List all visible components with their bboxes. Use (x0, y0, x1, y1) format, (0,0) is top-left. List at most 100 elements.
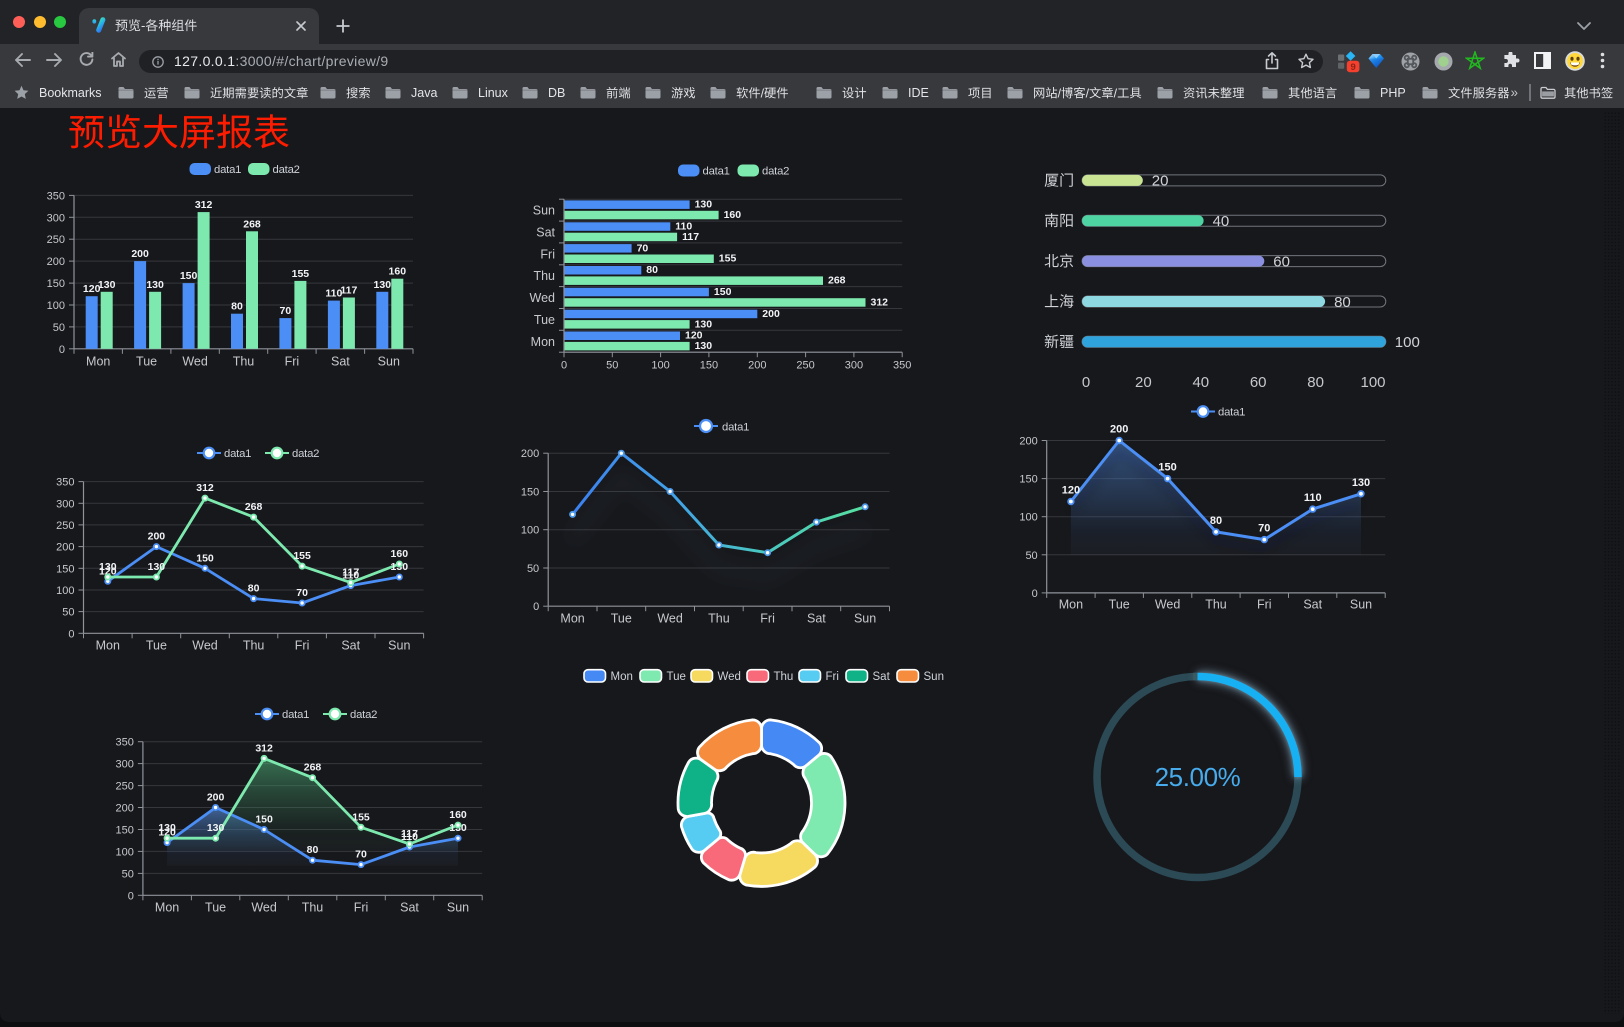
svg-text:20: 20 (1152, 173, 1169, 190)
svg-text:80: 80 (1210, 515, 1222, 527)
svg-text:data1: data1 (703, 166, 730, 178)
svg-text:Thu: Thu (243, 639, 265, 653)
svg-text:Wed: Wed (251, 901, 277, 915)
svg-text:130: 130 (158, 822, 176, 834)
svg-text:130: 130 (99, 561, 117, 573)
svg-text:Sat: Sat (331, 355, 350, 369)
svg-text:70: 70 (355, 849, 367, 861)
svg-text:117: 117 (682, 231, 699, 243)
svg-text:Tue: Tue (611, 612, 632, 626)
svg-text:Tue: Tue (1109, 598, 1130, 612)
svg-text:120: 120 (685, 330, 703, 342)
svg-text:268: 268 (828, 275, 846, 287)
svg-text:200: 200 (1110, 424, 1128, 436)
svg-text:130: 130 (148, 561, 166, 573)
svg-text:80: 80 (248, 583, 260, 595)
svg-text:Wed: Wed (530, 291, 556, 305)
svg-text:Thu: Thu (708, 612, 730, 626)
svg-text:Sat: Sat (536, 226, 555, 240)
svg-text:150: 150 (56, 563, 74, 575)
svg-text:70: 70 (637, 242, 649, 254)
svg-text:110: 110 (1304, 492, 1322, 504)
svg-text:350: 350 (116, 737, 134, 749)
svg-text:350: 350 (47, 190, 65, 202)
svg-text:150: 150 (255, 814, 273, 826)
svg-text:200: 200 (521, 448, 539, 460)
svg-text:50: 50 (122, 868, 134, 880)
svg-text:50: 50 (53, 322, 65, 334)
svg-text:117: 117 (342, 567, 359, 579)
svg-text:160: 160 (391, 548, 409, 560)
svg-text:110: 110 (675, 221, 692, 233)
svg-text:155: 155 (719, 253, 737, 265)
svg-text:350: 350 (56, 477, 74, 489)
svg-text:117: 117 (401, 828, 418, 840)
svg-text:Sun: Sun (388, 639, 410, 653)
svg-text:Mon: Mon (155, 901, 179, 915)
svg-text:50: 50 (527, 563, 539, 575)
svg-text:Wed: Wed (192, 639, 218, 653)
svg-text:268: 268 (243, 218, 261, 230)
svg-text:300: 300 (116, 759, 134, 771)
svg-text:268: 268 (304, 762, 322, 774)
svg-text:data1: data1 (1218, 407, 1245, 419)
svg-text:Mon: Mon (531, 335, 555, 349)
svg-text:100: 100 (116, 846, 134, 858)
svg-text:Tue: Tue (136, 355, 157, 369)
svg-text:0: 0 (68, 628, 74, 640)
svg-text:0: 0 (1082, 374, 1090, 391)
svg-text:150: 150 (714, 286, 732, 298)
svg-text:312: 312 (871, 296, 889, 308)
svg-text:Tue: Tue (534, 313, 555, 327)
svg-text:70: 70 (280, 305, 292, 317)
svg-text:/: / (1058, 86, 1062, 100)
svg-text:Wed: Wed (1155, 598, 1181, 612)
svg-text:110: 110 (342, 570, 359, 582)
svg-text:250: 250 (116, 781, 134, 793)
svg-text:data2: data2 (273, 164, 300, 176)
svg-text:Sat: Sat (807, 612, 826, 626)
svg-text:Tue: Tue (667, 671, 686, 683)
svg-text:Sun: Sun (1350, 598, 1372, 612)
svg-text:/: / (1086, 86, 1090, 100)
svg-text:9: 9 (1350, 62, 1355, 73)
svg-text:200: 200 (116, 803, 134, 815)
svg-text:data1: data1 (282, 709, 309, 721)
svg-text:Sat: Sat (873, 671, 891, 683)
svg-text:Sat: Sat (400, 901, 419, 915)
svg-text:Tue: Tue (205, 901, 226, 915)
svg-text:110: 110 (325, 288, 342, 300)
svg-text:100: 100 (47, 300, 65, 312)
svg-text:Wed: Wed (718, 671, 741, 683)
svg-text:100: 100 (651, 360, 669, 372)
svg-text:70: 70 (1258, 523, 1270, 535)
svg-text:130: 130 (207, 822, 225, 834)
svg-text:Sun: Sun (533, 204, 555, 218)
svg-text:25.00%: 25.00% (1155, 762, 1241, 792)
svg-text:0: 0 (533, 601, 539, 613)
svg-text:150: 150 (700, 360, 718, 372)
svg-text:Wed: Wed (182, 355, 208, 369)
svg-text:Mon: Mon (96, 639, 120, 653)
svg-text:160: 160 (449, 809, 467, 821)
svg-text:155: 155 (352, 811, 370, 823)
svg-text:Mon: Mon (1059, 598, 1083, 612)
svg-text:data1: data1 (214, 164, 241, 176)
svg-text:Mon: Mon (611, 671, 633, 683)
svg-text:/: / (1114, 86, 1118, 100)
svg-text:200: 200 (207, 792, 225, 804)
svg-text:100: 100 (1019, 512, 1037, 524)
svg-text:130: 130 (146, 279, 164, 291)
svg-text:Thu: Thu (233, 355, 255, 369)
svg-text:130: 130 (695, 199, 713, 211)
svg-text:312: 312 (195, 199, 213, 211)
svg-text:150: 150 (196, 552, 214, 564)
svg-text:0: 0 (59, 344, 65, 356)
svg-text:155: 155 (292, 268, 310, 280)
svg-text:250: 250 (47, 234, 65, 246)
svg-text:300: 300 (47, 212, 65, 224)
svg-text:data1: data1 (722, 422, 749, 434)
svg-text:130: 130 (374, 279, 392, 291)
svg-text:Fri: Fri (285, 355, 300, 369)
svg-text:50: 50 (606, 360, 618, 372)
